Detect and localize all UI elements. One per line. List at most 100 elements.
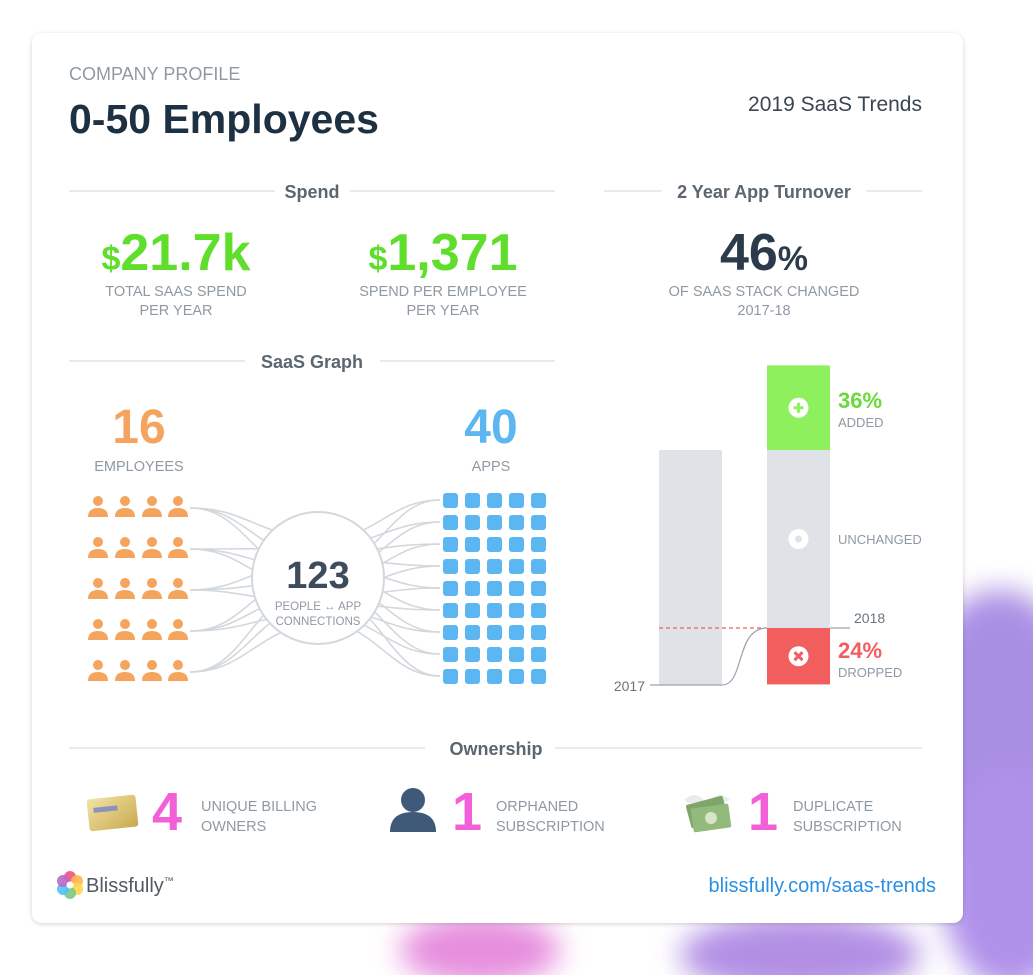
segment-value: 24% <box>838 638 882 663</box>
app-icon <box>531 515 546 530</box>
person-icon <box>168 549 188 558</box>
person-icon <box>115 672 135 681</box>
ownership-label: DUPLICATE <box>793 799 874 815</box>
app-icon <box>487 669 502 684</box>
link[interactable]: blissfully.com/saas-trends <box>709 875 936 897</box>
trademark: ™ <box>164 876 174 887</box>
app-icon <box>487 559 502 574</box>
section-heading: Spend <box>284 182 339 202</box>
stat-value: 46 <box>720 224 778 282</box>
eyebrow: COMPANY PROFILE <box>69 64 240 84</box>
person-icon <box>120 578 130 588</box>
ownership-label: OWNERS <box>201 819 266 835</box>
tagline: 2019 SaaS Trends <box>748 93 922 116</box>
segment-label: UNCHANGED <box>838 532 922 547</box>
person-icon <box>147 619 157 629</box>
person-icon <box>120 496 130 506</box>
app-icon <box>443 625 458 640</box>
app-icon <box>531 559 546 574</box>
person-icon <box>142 672 162 681</box>
logo <box>57 871 83 899</box>
hub-label: CONNECTIONS <box>276 616 361 628</box>
hub-value: 123 <box>286 555 349 597</box>
currency: $ <box>101 240 120 278</box>
person-icon <box>93 496 103 506</box>
app-icon <box>443 537 458 552</box>
app-icon <box>509 581 524 596</box>
person-icon <box>168 672 188 681</box>
ownership-values: 4 1 1 <box>152 782 778 842</box>
person-icon <box>88 549 108 558</box>
saas-graph: 123 PEOPLE ↔ APP CONNECTIONS <box>88 493 546 684</box>
person-icon <box>168 508 188 517</box>
stat-label: OF SAAS STACK CHANGED <box>669 284 860 300</box>
ownership-value: 4 <box>152 782 182 842</box>
app-icon <box>509 603 524 618</box>
person-icon <box>173 619 183 629</box>
ownership-value: 1 <box>452 782 482 842</box>
person-icon <box>88 631 108 640</box>
ownership-label: ORPHANED <box>496 799 578 815</box>
stat-value: 1,371 <box>387 224 517 282</box>
app-icon <box>465 603 480 618</box>
person-icon <box>120 619 130 629</box>
brand-name: Blissfully <box>86 875 164 897</box>
decoration <box>940 770 1033 975</box>
connection-hub <box>251 511 385 645</box>
stat-label: PER YEAR <box>406 303 479 319</box>
person-icon <box>115 590 135 599</box>
app-icon <box>531 493 546 508</box>
app-icon <box>487 625 502 640</box>
app-icon <box>531 581 546 596</box>
person-icon <box>147 660 157 670</box>
decoration <box>390 812 436 832</box>
app-icon <box>509 493 524 508</box>
segment-value: 36% <box>838 388 882 413</box>
decoration <box>705 812 717 824</box>
app-icon <box>509 515 524 530</box>
money-icon <box>684 795 732 833</box>
app-icon <box>465 625 480 640</box>
app-icon <box>509 669 524 684</box>
decoration <box>93 805 118 813</box>
app-icon <box>443 603 458 618</box>
person-icon <box>147 537 157 547</box>
app-icon <box>531 537 546 552</box>
count-label: APPS <box>472 459 511 475</box>
year-line <box>650 627 768 686</box>
person-icon <box>390 788 436 832</box>
stat: $1,371 <box>368 224 517 282</box>
decoration <box>401 788 425 812</box>
app-icon <box>531 625 546 640</box>
app-icon <box>487 537 502 552</box>
decoration <box>680 915 920 975</box>
decoration <box>400 915 560 975</box>
year-label: 2017 <box>614 678 645 694</box>
app-icon <box>443 669 458 684</box>
decoration <box>86 794 139 832</box>
ownership-label: SUBSCRIPTION <box>793 819 902 835</box>
app-icon <box>465 647 480 662</box>
count: 40 <box>464 401 517 454</box>
person-icon <box>173 537 183 547</box>
person-icon <box>93 537 103 547</box>
segment-label: DROPPED <box>838 665 902 680</box>
app-icon <box>509 537 524 552</box>
app-icon <box>487 493 502 508</box>
person-icon <box>168 590 188 599</box>
stat-value: 21.7k <box>120 224 250 282</box>
app-icon <box>443 515 458 530</box>
app-icon <box>531 647 546 662</box>
ownership-label: UNIQUE BILLING <box>201 799 317 815</box>
app-icon <box>465 669 480 684</box>
person-icon <box>142 508 162 517</box>
cross <box>793 651 804 662</box>
app-icon <box>443 581 458 596</box>
dot <box>795 535 802 543</box>
app-icon <box>465 581 480 596</box>
person-icon <box>147 578 157 588</box>
app-icon <box>487 603 502 618</box>
app-icon <box>531 669 546 684</box>
app-icon <box>487 515 502 530</box>
